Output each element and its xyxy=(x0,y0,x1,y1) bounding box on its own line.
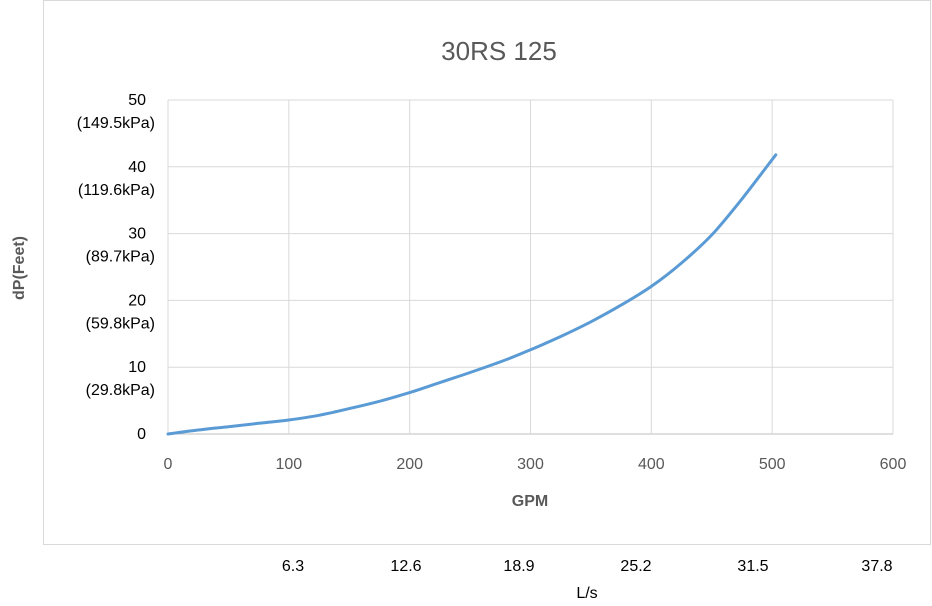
y-tick-label-0: 0 xyxy=(137,426,146,443)
secondary-tick-label-5: 37.8 xyxy=(861,558,892,575)
x-tick-label-5: 500 xyxy=(759,456,786,473)
y-tick-label-5: 50 xyxy=(128,92,146,109)
grid-lines xyxy=(167,99,894,435)
y-axis-ticks: 0 10 (29.8kPa) 20 (59.8kPa) 30 (89.7kPa) 40 (119… xyxy=(77,92,155,443)
series-line-0 xyxy=(166,153,778,436)
secondary-axis-title: L/s xyxy=(576,585,597,602)
secondary-tick-label-4: 31.5 xyxy=(737,558,768,575)
y-tick-sublabel-3: (89.7kPa) xyxy=(86,249,155,266)
secondary-tick-label-3: 25.2 xyxy=(620,558,651,575)
y-axis-title: dP(Feet) xyxy=(11,236,28,300)
y-tick-label-1: 10 xyxy=(128,359,146,376)
secondary-tick-label-2: 18.9 xyxy=(503,558,534,575)
x-tick-label-2: 200 xyxy=(396,456,423,473)
y-tick-sublabel-4: (119.6kPa) xyxy=(78,182,155,199)
x-tick-label-3: 300 xyxy=(517,456,544,473)
secondary-tick-label-1: 12.6 xyxy=(390,558,421,575)
chart-frame xyxy=(43,0,931,545)
y-tick-label-4: 40 xyxy=(128,159,146,176)
secondary-tick-label-0: 6.3 xyxy=(282,558,304,575)
y-tick-sublabel-2: (59.8kPa) xyxy=(86,315,155,332)
x-tick-label-1: 100 xyxy=(275,456,302,473)
y-tick-sublabel-5: (149.5kPa) xyxy=(77,115,155,132)
chart-title: 30RS 125 xyxy=(441,36,557,66)
x-tick-label-6: 600 xyxy=(880,456,907,473)
x-tick-label-0: 0 xyxy=(164,456,173,473)
series-group xyxy=(166,153,778,436)
x-axis-title: GPM xyxy=(512,493,548,510)
y-tick-label-2: 20 xyxy=(128,292,146,309)
x-axis-ticks: 0 100 200 300 400 500 600 xyxy=(164,456,907,473)
x-tick-label-4: 400 xyxy=(638,456,665,473)
y-tick-label-3: 30 xyxy=(128,226,146,243)
y-tick-sublabel-1: (29.8kPa) xyxy=(86,382,155,399)
secondary-axis-ticks: 6.3 12.6 18.9 25.2 31.5 37.8 xyxy=(282,558,893,575)
